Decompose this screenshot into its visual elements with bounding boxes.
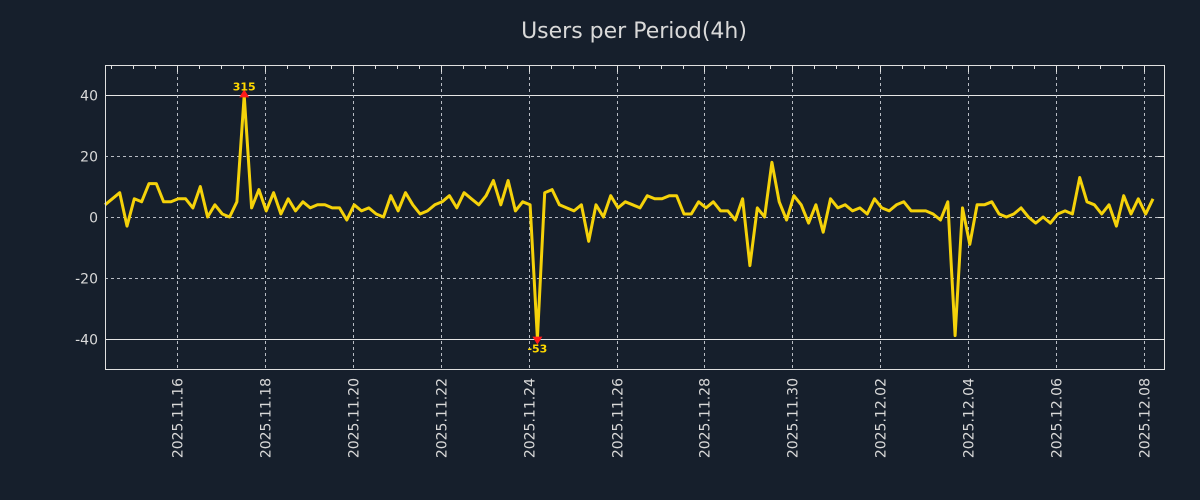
x-tick-label: 2025.11.30 [786,378,802,458]
min-label: -53 [527,343,547,356]
x-tick-label: 2025.11.26 [611,378,627,458]
x-tick-label: 2025.12.06 [1050,378,1066,458]
y-tick-label: 0 [89,211,98,227]
y-tick-label: 40 [80,89,98,105]
x-tick-label: 2025.11.16 [171,378,187,458]
x-tick-label: 2025.11.24 [523,378,539,458]
y-tick-label: -40 [75,333,98,349]
series-users [104,93,1155,341]
x-tick-label: 2025.11.28 [698,378,714,458]
x-tick-label: 2025.12.08 [1138,378,1154,458]
x-tick-label: 2025.12.02 [874,378,890,458]
x-tick-label: 2025.11.22 [435,378,451,458]
x-axis: 2025.11.16 2025.11.18 2025.11.20 2025.11.22… [111,65,1154,458]
max-marker [239,89,250,98]
max-label: 315 [233,80,256,93]
y-tick-label: 20 [80,150,98,166]
x-tick-label: 2025.12.04 [962,378,978,458]
y-axis: 40 20 0 -20 -40 [75,89,1164,349]
min-marker [532,336,543,345]
x-tick-label: 2025.11.20 [347,378,363,458]
annotations: 315 -53 [233,80,548,355]
x-tick-label: 2025.11.18 [259,378,275,458]
series-line [104,93,1155,341]
plot-frame [105,65,1165,370]
y-tick-label: -20 [75,272,98,288]
chart-title: Users per Period(4h) [521,19,747,44]
